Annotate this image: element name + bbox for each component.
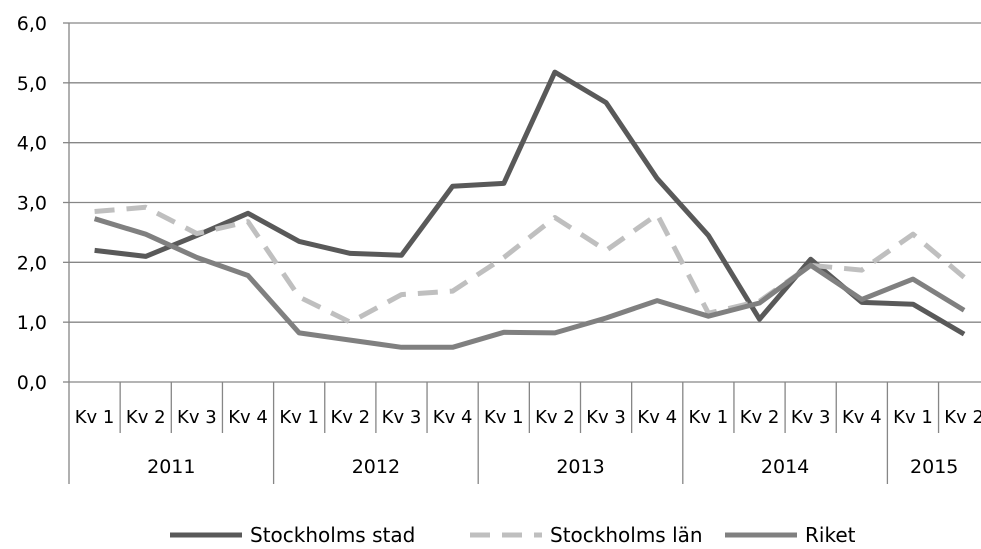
axes: [63, 22, 981, 484]
x-tick-label: Kv 3: [791, 407, 831, 428]
x-tick-label: Kv 4: [228, 407, 268, 428]
year-label: 2011: [147, 456, 195, 478]
y-tick-label: 4,0: [17, 133, 47, 155]
x-tick-label: Kv 2: [740, 407, 780, 428]
x-tick-label: Kv 2: [944, 407, 981, 428]
y-tick-label: 2,0: [17, 252, 47, 274]
y-tick-label: 5,0: [17, 73, 47, 95]
series-lines: [93, 69, 966, 350]
y-tick-label: 0,0: [17, 372, 47, 394]
y-tick-label: 3,0: [17, 193, 47, 215]
x-tick-label: Kv 2: [331, 407, 371, 428]
y-tick-label: 6,0: [17, 13, 47, 35]
x-tick-label: Kv 1: [689, 407, 729, 428]
legend-label: Riket: [805, 523, 856, 545]
year-label: 2015: [910, 456, 958, 478]
legend-label: Stockholms stad: [250, 523, 415, 545]
x-tick-label: Kv 4: [433, 407, 473, 428]
x-tick-label: Kv 3: [586, 407, 626, 428]
x-tick-label: Kv 1: [893, 407, 933, 428]
legend: Stockholms stad Stockholms län Riket: [170, 523, 856, 547]
x-tick-label: Kv 1: [75, 407, 115, 428]
x-tick-label: Kv 2: [126, 407, 166, 428]
tick-labels: 0,0 1,0 2,0 3,0 4,0 5,0 6,0 Kv 1 Kv 2 Kv 3 Kv 4 Kv …: [17, 13, 981, 478]
year-label: 2012: [352, 456, 400, 478]
series-line-riket: [93, 216, 966, 350]
x-tick-label: Kv 3: [177, 407, 217, 428]
x-tick-label: Kv 1: [279, 407, 319, 428]
x-tick-label: Kv 4: [637, 407, 677, 428]
series-line-stockholms-l-n: [94, 204, 966, 325]
year-label: 2013: [556, 456, 604, 478]
legend-label: Stockholms län: [550, 523, 703, 545]
year-label: 2014: [761, 456, 809, 478]
x-tick-label: Kv 1: [484, 407, 524, 428]
x-tick-label: Kv 3: [382, 407, 422, 428]
x-tick-label: Kv 4: [842, 407, 882, 428]
gridlines: [69, 22, 981, 323]
x-tick-label: Kv 2: [535, 407, 575, 428]
y-tick-label: 1,0: [17, 312, 47, 334]
